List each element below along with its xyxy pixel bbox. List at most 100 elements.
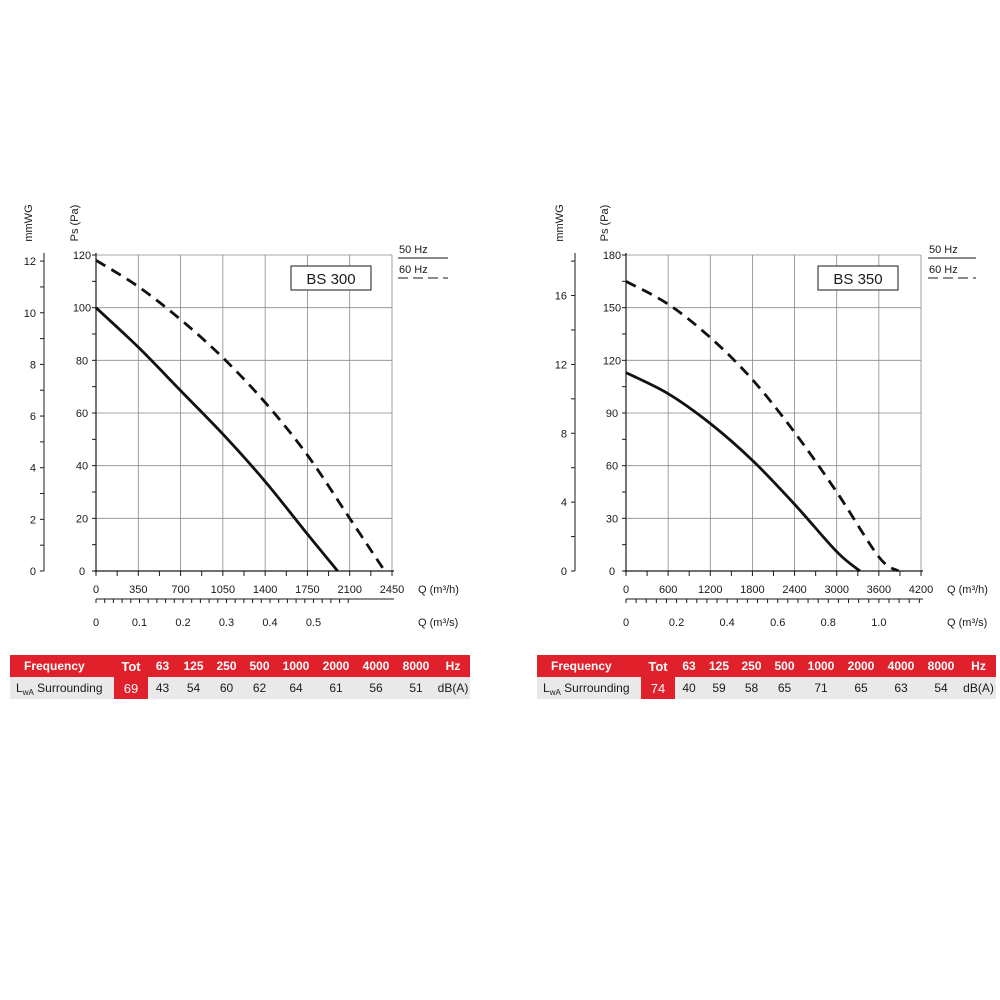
x-tick-label: 2100 [337,584,361,596]
band-250: 250 [210,655,243,677]
value-125: 59 [703,677,735,699]
x-secondary-tick-label: 0.4 [262,617,277,629]
y-tick-label: 0 [609,566,615,578]
band-8000: 8000 [921,655,961,677]
value-8000: 54 [921,677,961,699]
x-secondary-tick-label: 0.8 [821,617,836,629]
x-secondary-tick-label: 0.3 [219,617,234,629]
band-500: 500 [768,655,801,677]
value-250: 60 [210,677,243,699]
band-125: 125 [177,655,210,677]
y-tick-label: 60 [76,408,88,420]
y-secondary-tick-label: 12 [555,359,567,371]
x-secondary-axis-label: Q (m³/s) [947,617,987,629]
x-secondary-tick-label: 0.2 [669,617,684,629]
value-63: 40 [675,677,703,699]
lwa-surrounding-label: LwA Surrounding [10,677,114,699]
value-500: 65 [768,677,801,699]
legend-60hz-label: 60 Hz [399,264,428,276]
y-secondary-tick-label: 0 [30,566,36,578]
band-63: 63 [675,655,703,677]
y-secondary-tick-label: 12 [24,256,36,268]
y-secondary-axis-label: mmWG [23,204,35,241]
y-tick-label: 40 [76,461,88,473]
model-label-box [290,265,372,291]
y-secondary-tick-label: 6 [30,411,36,423]
x-axis-label: Q (m³/h) [947,584,988,596]
series-line-50hz [95,306,339,572]
hz-label: Hz [961,655,996,677]
noise-table-row: LwA Surrounding 74 40 59 58 65 71 65 63 … [537,677,996,699]
y-tick-label: 120 [603,355,621,367]
x-tick-label: 0 [93,584,99,596]
x-secondary-tick-label: 0.2 [175,617,190,629]
y-axis-label: Ps (Pa) [69,205,81,242]
value-2000: 61 [316,677,356,699]
unit-label: dB(A) [436,677,470,699]
value-4000: 63 [881,677,921,699]
x-tick-label: 1050 [211,584,235,596]
y-tick-label: 120 [73,250,91,262]
series-line-60hz [95,259,386,572]
y-secondary-tick-label: 2 [30,514,36,526]
noise-table-header: Frequency Tot 63 125 250 500 1000 2000 4… [10,655,470,677]
model-label: BS 300 [306,271,355,288]
x-tick-label: 1200 [698,584,722,596]
value-4000: 56 [356,677,396,699]
x-secondary-tick-label: 1.0 [871,617,886,629]
y-secondary-tick-label: 8 [30,359,36,371]
band-250: 250 [735,655,768,677]
x-tick-label: 600 [659,584,677,596]
y-secondary-tick-label: 4 [30,463,36,475]
band-500: 500 [243,655,276,677]
lwa-surrounding-label: LwA Surrounding [537,677,641,699]
x-secondary-tick-label: 0.5 [306,617,321,629]
band-4000: 4000 [881,655,921,677]
y-secondary-tick-label: 0 [561,566,567,578]
chart-bs-300 [40,253,448,603]
x-tick-label: 3000 [824,584,848,596]
x-tick-label: 1750 [295,584,319,596]
series-line-60hz [625,280,900,573]
tot-label: Tot [114,655,148,677]
band-1000: 1000 [276,655,316,677]
band-2000: 2000 [841,655,881,677]
unit-label: dB(A) [961,677,996,699]
value-1000: 71 [801,677,841,699]
x-tick-label: 4200 [909,584,933,596]
x-secondary-tick-label: 0.4 [719,617,734,629]
y-tick-label: 20 [76,513,88,525]
tot-value: 69 [114,677,148,699]
x-tick-label: 1400 [253,584,277,596]
y-secondary-tick-label: 10 [24,308,36,320]
y-tick-label: 100 [73,303,91,315]
y-tick-label: 90 [606,408,618,420]
model-label-box [817,265,899,291]
noise-table-row: LwA Surrounding 69 43 54 60 62 64 61 56 … [10,677,470,699]
frequency-label: Frequency [10,655,114,677]
value-2000: 65 [841,677,881,699]
x-tick-label: 0 [623,584,629,596]
x-tick-label: 350 [129,584,147,596]
hz-label: Hz [436,655,470,677]
legend-50hz-label: 50 Hz [929,244,958,256]
band-8000: 8000 [396,655,436,677]
y-tick-label: 0 [79,566,85,578]
x-tick-label: 1800 [740,584,764,596]
x-secondary-tick-label: 0 [623,617,629,629]
series-line-50hz [625,371,861,573]
x-tick-label: 3600 [867,584,891,596]
y-tick-label: 80 [76,355,88,367]
band-63: 63 [148,655,177,677]
y-tick-label: 150 [603,303,621,315]
y-secondary-tick-label: 4 [561,497,567,509]
frequency-label: Frequency [537,655,641,677]
value-125: 54 [177,677,210,699]
chart-bs-350 [571,253,976,603]
noise-table-bs350: Frequency Tot 63 125 250 500 1000 2000 4… [537,655,996,699]
y-secondary-axis-label: mmWG [554,204,566,241]
tot-value: 74 [641,677,675,699]
x-tick-label: 700 [171,584,189,596]
value-1000: 64 [276,677,316,699]
